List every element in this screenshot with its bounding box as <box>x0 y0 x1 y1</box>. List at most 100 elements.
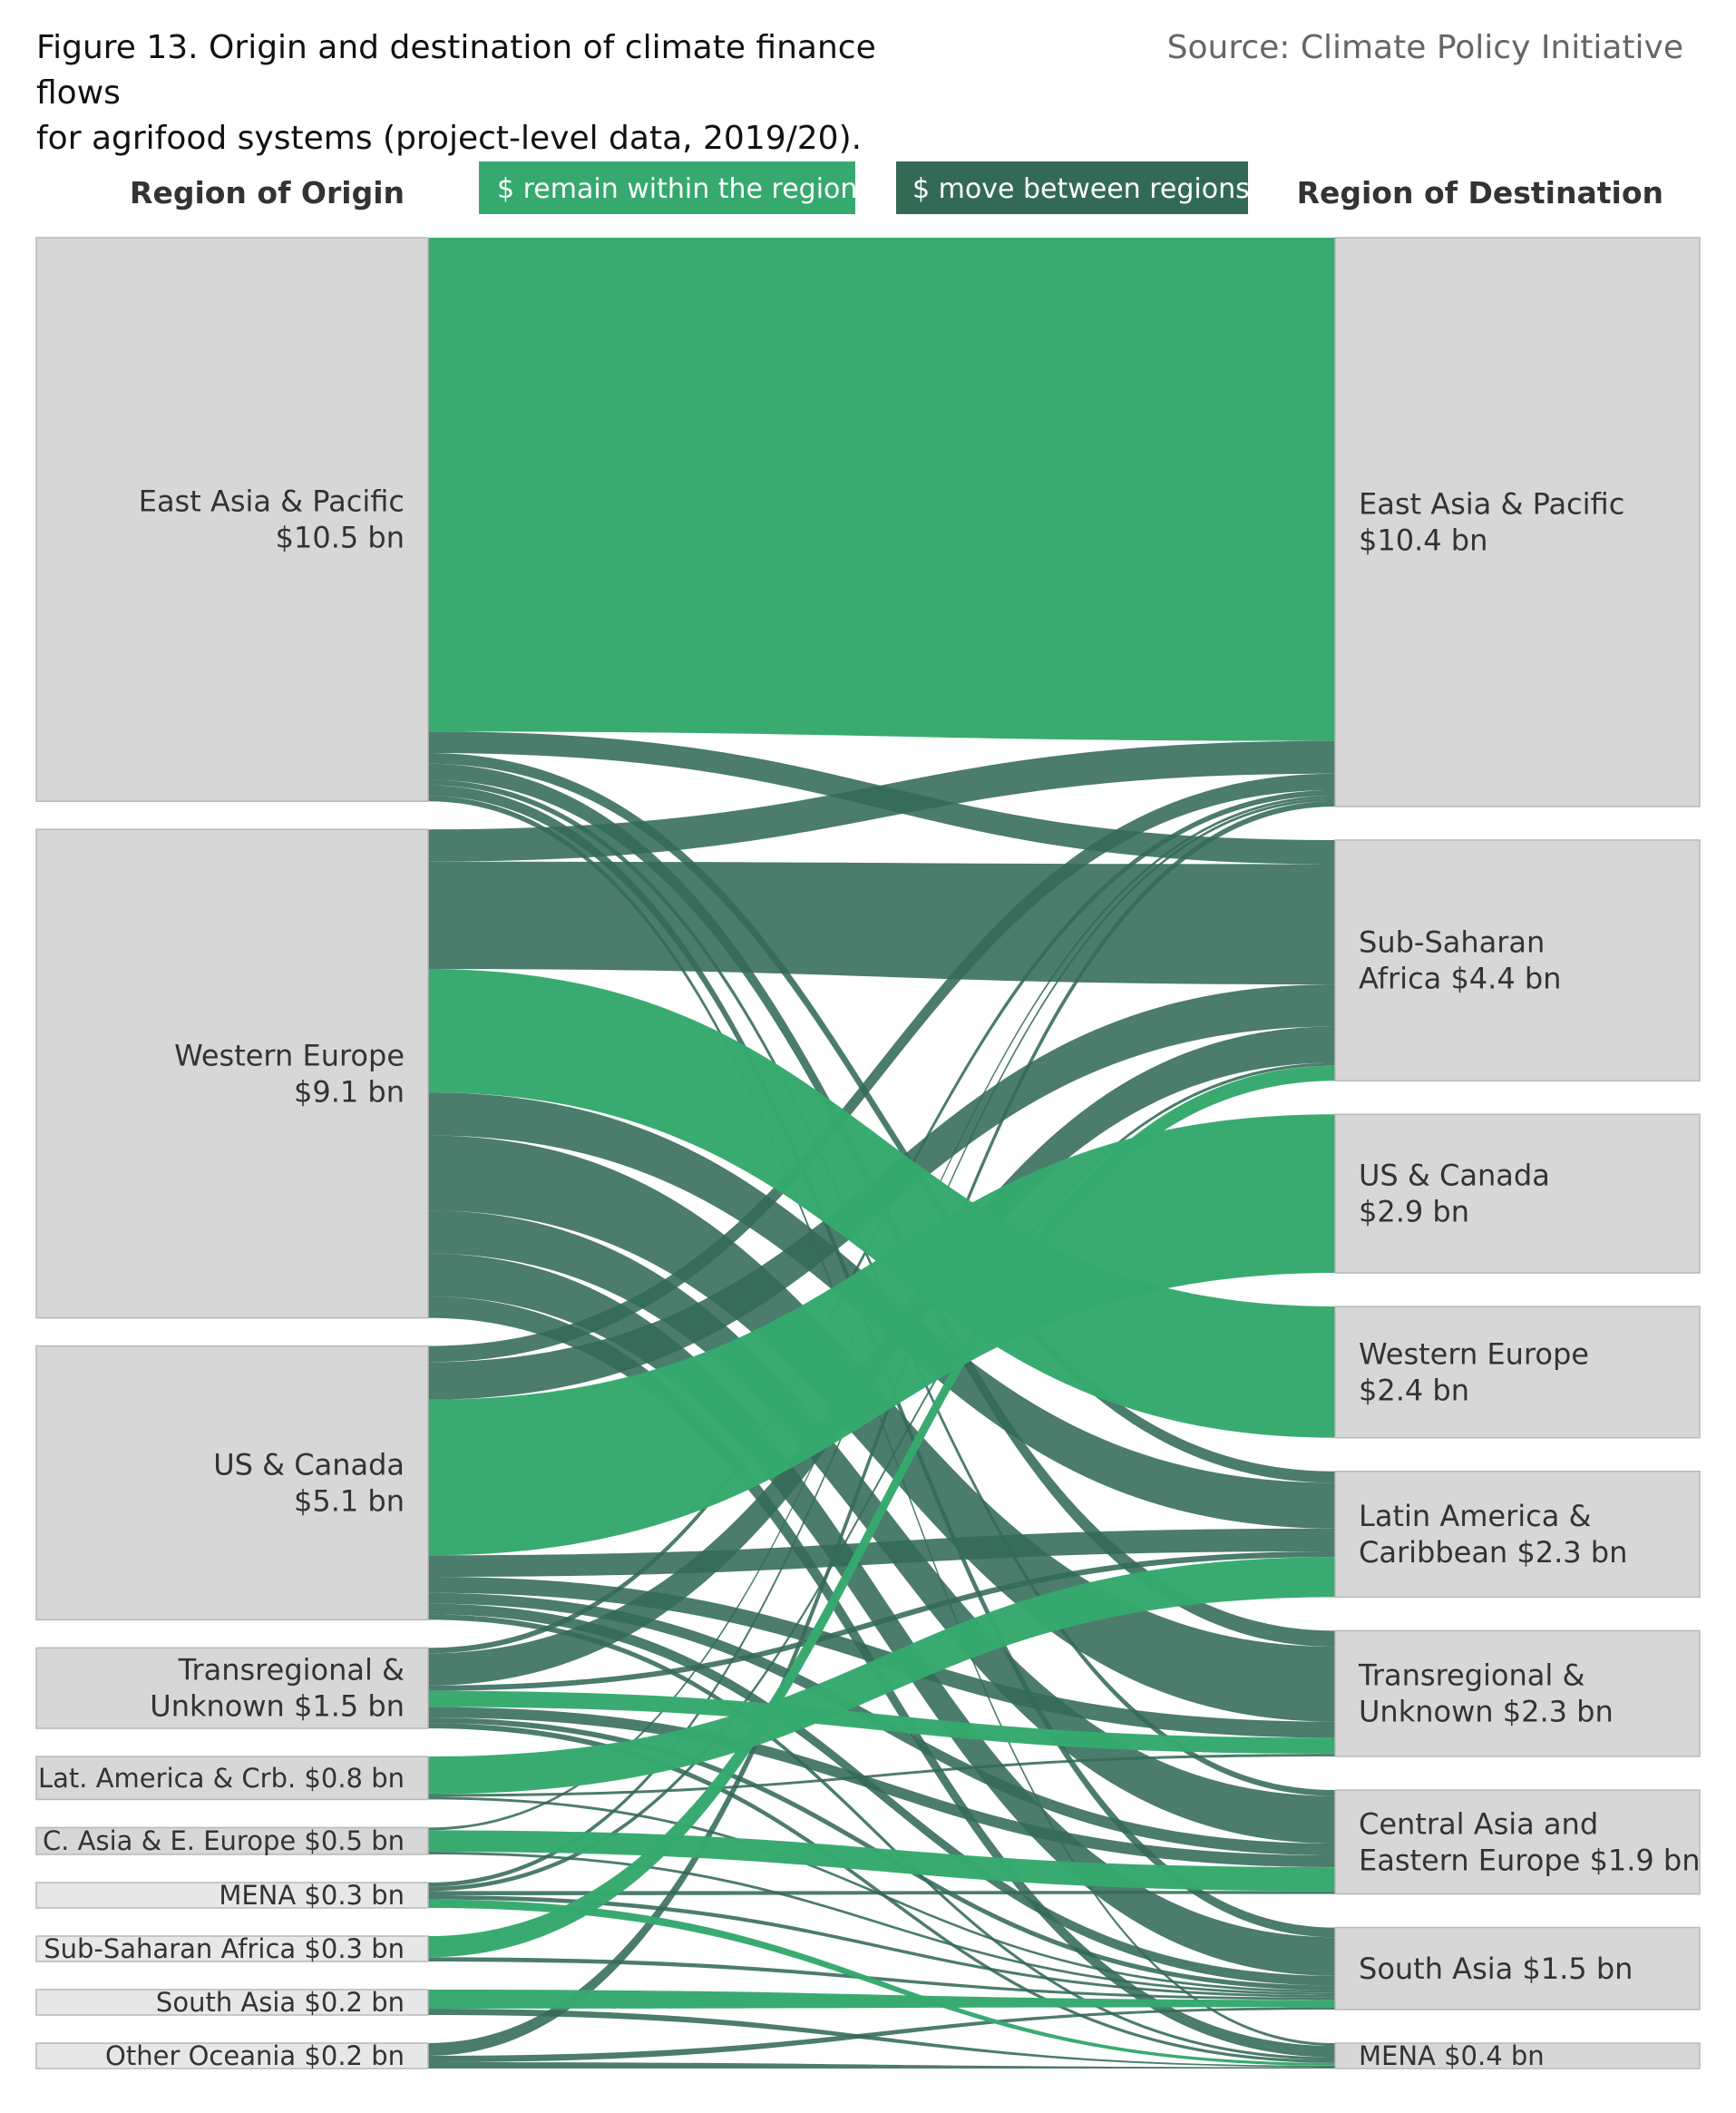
destination-node-we <box>1334 1306 1701 1439</box>
destination-label-mena: MENA $0.4 bn <box>1359 2040 1545 2071</box>
origin-label-we-line-1: $9.1 bn <box>294 1074 405 1109</box>
flow-usc-to-sa <box>428 1603 1335 1986</box>
flow-lac-to-tu <box>428 1754 1335 1797</box>
destination-label-ssa: Sub-Saharan Africa $4.4 bn <box>1359 925 1561 996</box>
origin-label-sa-line-0: South Asia $0.2 bn <box>156 1987 405 2018</box>
origin-label-mena: MENA $0.3 bn <box>219 1880 405 1911</box>
destination-label-cae-line-1: Eastern Europe $1.9 bn <box>1359 1843 1701 1877</box>
destination-node-lac <box>1334 1470 1701 1599</box>
flow-sa-to-mena <box>428 2009 1335 2068</box>
flow-eap-to-lac <box>428 752 1335 1483</box>
flow-eap-to-eap <box>428 238 1335 741</box>
flow-mena-to-sa <box>428 1895 1335 1998</box>
flow-usc-to-mena <box>428 1614 1335 2060</box>
origin-label-we: Western Europe $9.1 bn <box>174 1038 405 1109</box>
source-note: Source: Climate Policy Initiative <box>1166 29 1683 66</box>
origin-node-cae <box>35 1826 429 1855</box>
origin-label-sa: South Asia $0.2 bn <box>156 1987 405 2018</box>
flow-mena-to-ssa <box>428 1062 1335 1892</box>
origin-label-cae-line-0: C. Asia & E. Europe $0.5 bn <box>43 1825 405 1856</box>
figure-title-line2: for agrifood systems (project-level data… <box>36 120 863 157</box>
origin-node-mena <box>35 1882 429 1909</box>
flow-mena-to-cae <box>428 1891 1335 1895</box>
flow-tu-to-lac <box>428 1551 1335 1691</box>
flow-tu-to-tu <box>428 1690 1335 1755</box>
figure-title-line1: Figure 13. Origin and destination of cli… <box>36 29 876 112</box>
origin-label-oo-line-0: Other Oceania $0.2 bn <box>105 2040 405 2071</box>
origin-node-lac <box>35 1756 429 1801</box>
destination-label-usc-line-0: US & Canada <box>1359 1159 1550 1193</box>
destination-label-we: Western Europe $2.4 bn <box>1359 1336 1589 1407</box>
destination-label-cae: Central Asia and Eastern Europe $1.9 bn <box>1359 1806 1701 1877</box>
destination-label-we-line-1: $2.4 bn <box>1359 1373 1469 1407</box>
destination-header: Region of Destination <box>1297 175 1663 210</box>
destination-label-cae-line-0: Central Asia and <box>1359 1806 1598 1841</box>
origin-label-eap-line-1: $10.5 bn <box>276 521 405 555</box>
legend: $ remain within the region $ move betwee… <box>479 161 1250 214</box>
origin-label-oo: Other Oceania $0.2 bn <box>105 2040 405 2071</box>
destination-label-tu-line-0: Transregional & <box>1358 1658 1585 1693</box>
destination-label-eap-line-1: $10.4 bn <box>1359 523 1487 557</box>
legend-within-swatch <box>479 161 855 214</box>
origin-label-tu-line-1: Unknown $1.5 bn <box>150 1689 405 1724</box>
origin-label-cae: C. Asia & E. Europe $0.5 bn <box>43 1825 405 1856</box>
origin-label-ssa: Sub-Saharan Africa $0.3 bn <box>44 1933 405 1964</box>
destination-label-tu-line-1: Unknown $2.3 bn <box>1359 1695 1614 1729</box>
origin-label-eap: East Asia & Pacific $10.5 bn <box>139 484 405 555</box>
origin-label-we-line-0: Western Europe <box>174 1038 405 1072</box>
origin-label-mena-line-0: MENA $0.3 bn <box>219 1880 405 1911</box>
destination-label-sa-line-0: South Asia $1.5 bn <box>1359 1952 1633 1986</box>
destination-label-sa: South Asia $1.5 bn <box>1359 1952 1633 1986</box>
destination-label-usc-line-1: $2.9 bn <box>1359 1195 1469 1229</box>
flow-oo-to-mena <box>428 2062 1335 2069</box>
origin-label-tu: Transregional & Unknown $1.5 bn <box>150 1653 405 1724</box>
flow-usc-to-eap <box>428 773 1335 1363</box>
flow-we-to-sa <box>428 1253 1335 1976</box>
flow-lac-to-sa <box>428 1796 1335 1993</box>
flow-we-to-eap <box>428 740 1335 862</box>
origin-nodes: East Asia & Pacific $10.5 bn Western Europ… <box>35 237 429 2071</box>
destination-node-mena <box>1334 2042 1701 2069</box>
origin-label-usc-line-0: US & Canada <box>213 1447 405 1482</box>
flow-usc-to-usc <box>428 1114 1335 1556</box>
flow-ssa-to-ssa <box>428 1065 1335 1958</box>
origin-label-lac-line-0: Lat. America & Crb. $0.8 bn <box>38 1763 405 1794</box>
flow-we-to-we <box>428 969 1335 1438</box>
origin-label-lac: Lat. America & Crb. $0.8 bn <box>38 1763 405 1794</box>
origin-node-we <box>35 828 429 1319</box>
flow-tu-to-cae <box>428 1707 1335 1868</box>
origin-node-eap <box>35 237 429 802</box>
flow-cae-to-sa <box>428 1852 1335 1996</box>
flow-oo-to-eap <box>428 800 1335 2056</box>
origin-label-eap-line-0: East Asia & Pacific <box>139 484 405 519</box>
origin-node-sa <box>35 1989 429 2016</box>
flow-mena-to-mena <box>428 1899 1335 2066</box>
origin-node-usc <box>35 1345 429 1621</box>
destination-node-cae <box>1334 1789 1701 1895</box>
legend-between-swatch <box>896 161 1248 214</box>
flow-we-to-cae <box>428 1210 1335 1844</box>
legend-between-label: $ move between regions <box>912 173 1250 205</box>
flow-links <box>428 238 1335 2069</box>
origin-node-ssa <box>35 1935 429 1962</box>
destination-label-ssa-line-0: Sub-Saharan <box>1359 925 1545 960</box>
destination-label-lac-line-0: Latin America & <box>1359 1499 1591 1533</box>
destination-label-lac: Latin America & Caribbean $2.3 bn <box>1359 1499 1627 1570</box>
destination-label-ssa-line-1: Africa $4.4 bn <box>1359 962 1561 996</box>
destination-label-mena-line-0: MENA $0.4 bn <box>1359 2040 1545 2071</box>
destination-node-ssa <box>1334 839 1701 1081</box>
origin-node-tu <box>35 1647 429 1729</box>
destination-label-tu: Transregional & Unknown $2.3 bn <box>1358 1658 1614 1729</box>
flow-oo-to-sa <box>428 2007 1335 2062</box>
flow-we-to-ssa <box>428 861 1335 985</box>
destination-label-lac-line-1: Caribbean $2.3 bn <box>1359 1535 1627 1570</box>
flow-usc-to-lac <box>428 1528 1335 1578</box>
destination-label-eap: East Asia & Pacific $10.4 bn <box>1359 486 1624 557</box>
origin-label-tu-line-0: Transregional & <box>178 1653 405 1687</box>
origin-label-usc: US & Canada $5.1 bn <box>213 1447 405 1518</box>
flow-lac-to-lac <box>428 1557 1335 1795</box>
origin-node-oo <box>35 2042 429 2069</box>
flow-ssa-to-sa <box>428 1957 1335 2001</box>
legend-within-label: $ remain within the region <box>497 173 857 205</box>
